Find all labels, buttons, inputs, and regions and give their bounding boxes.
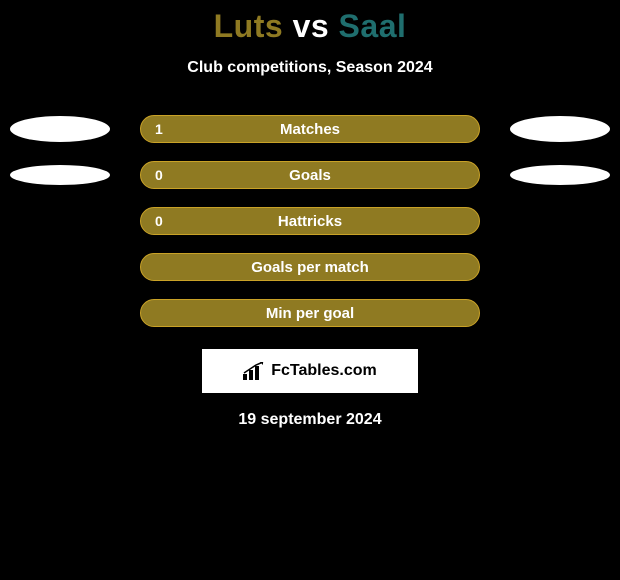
stat-row: 0 Hattricks <box>0 207 620 235</box>
stat-value: 1 <box>155 121 163 137</box>
stat-row: Goals per match <box>0 253 620 281</box>
brand-box[interactable]: FcTables.com <box>202 349 418 393</box>
stat-label: Hattricks <box>278 213 342 230</box>
stat-value: 0 <box>155 167 163 183</box>
stat-label: Min per goal <box>266 305 354 322</box>
stat-row: 0 Goals <box>0 161 620 189</box>
brand-text: FcTables.com <box>271 362 377 380</box>
subtitle: Club competitions, Season 2024 <box>0 59 620 77</box>
stats-rows: 1 Matches 0 Goals 0 Hattricks Goals per match M… <box>0 115 620 327</box>
stat-pill: 1 Matches <box>140 115 480 143</box>
comparison-card: Luts vs Saal Club competitions, Season 2… <box>0 0 620 429</box>
bar-chart-icon <box>243 362 265 380</box>
date-label: 19 september 2024 <box>0 411 620 429</box>
stat-pill: 0 Hattricks <box>140 207 480 235</box>
stat-pill: Goals per match <box>140 253 480 281</box>
stat-row: 1 Matches <box>0 115 620 143</box>
stat-pill: Min per goal <box>140 299 480 327</box>
stat-pill: 0 Goals <box>140 161 480 189</box>
stat-row: Min per goal <box>0 299 620 327</box>
left-ellipse <box>10 116 110 142</box>
player1-name: Luts <box>214 8 284 44</box>
right-ellipse <box>510 165 610 185</box>
stat-label: Matches <box>280 121 340 138</box>
title: Luts vs Saal <box>0 8 620 45</box>
stat-label: Goals per match <box>251 259 369 276</box>
stat-label: Goals <box>289 167 331 184</box>
vs-text: vs <box>293 8 330 44</box>
right-ellipse <box>510 116 610 142</box>
left-ellipse <box>10 165 110 185</box>
player2-name: Saal <box>339 8 407 44</box>
stat-value: 0 <box>155 213 163 229</box>
